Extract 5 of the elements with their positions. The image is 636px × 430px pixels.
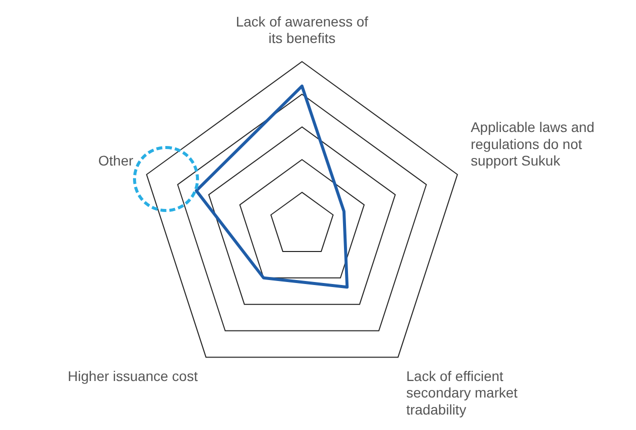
spoke-label: Applicable laws and regulations do not support Sukuk: [470, 119, 594, 169]
spoke-label: Lack of awareness of its benefits: [236, 13, 368, 46]
spoke-label: Higher issuance cost: [68, 368, 198, 384]
spoke-label: Other: [98, 152, 134, 169]
spoke-label: Lack of efficient secondary market tradability: [406, 368, 518, 418]
